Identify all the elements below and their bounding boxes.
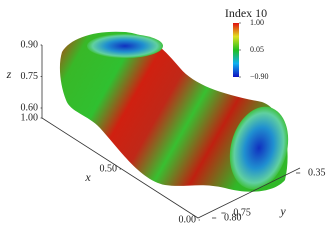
z-tick-label: 0.75 (21, 71, 39, 82)
chart-title: Index 10 (225, 6, 267, 20)
colorbar (233, 23, 239, 77)
surface-cap (87, 34, 163, 58)
colorbar-tick-label: −0.90 (250, 72, 269, 81)
z-tick-label: 0.60 (21, 102, 39, 113)
y-tick-label: 0.75 (233, 207, 251, 218)
y-tick-label: 0.35 (308, 167, 326, 178)
surface (59, 31, 289, 192)
x-tick-label: 1.00 (21, 112, 39, 123)
axis-frame (41, 45, 301, 219)
colorbar-tick-label: 1.00 (250, 18, 264, 27)
x-axis-label: x (84, 170, 91, 184)
x-tick-label: 0.00 (179, 214, 197, 225)
colorbar-tick-label: 0.05 (250, 45, 264, 54)
surface-cap (229, 106, 289, 190)
z-tick-label: 0.90 (21, 39, 39, 50)
y-axis-label: y (279, 204, 286, 218)
y-tick-label: 0.80 (224, 212, 242, 223)
z-axis-label: z (6, 67, 12, 81)
x-tick-label: 0.50 (100, 163, 118, 174)
